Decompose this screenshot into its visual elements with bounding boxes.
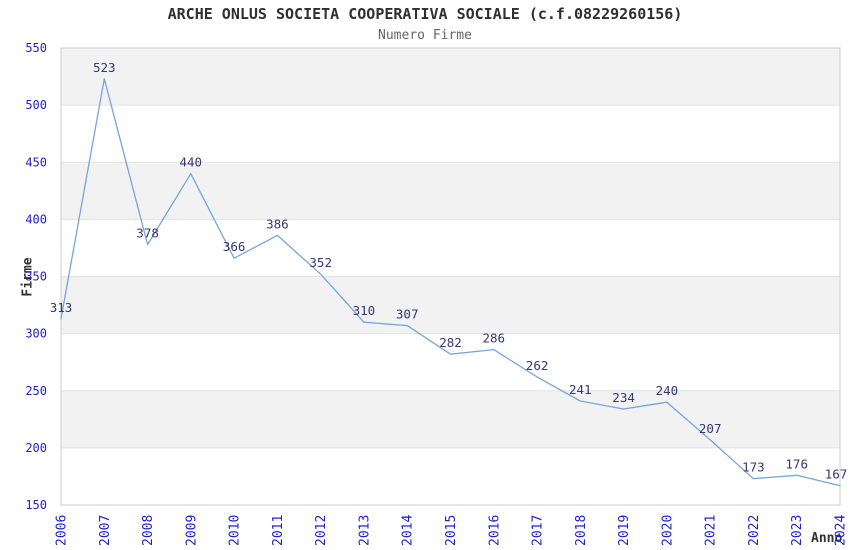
point-label: 282: [439, 335, 462, 350]
point-label: 366: [223, 239, 246, 254]
x-tick-label: 2011: [271, 515, 286, 546]
x-tick-label: 2013: [357, 515, 372, 546]
x-tick-label: 2017: [531, 515, 546, 546]
point-label: 240: [656, 383, 679, 398]
point-label: 386: [266, 216, 289, 231]
x-tick-label: 2006: [55, 515, 70, 546]
y-tick-label: 250: [25, 384, 47, 398]
plot-border: [60, 47, 841, 506]
x-tick-label: 2019: [617, 515, 632, 546]
point-label: 352: [309, 255, 332, 270]
point-label: 262: [526, 358, 549, 373]
point-label: 378: [136, 226, 159, 241]
data-line: [60, 78, 841, 487]
point-label: 307: [396, 307, 419, 322]
x-tick-label: 2007: [98, 515, 113, 546]
x-tick-label: 2015: [444, 515, 459, 546]
point-label: 523: [93, 60, 116, 75]
point-label: 207: [699, 421, 722, 436]
point-label: 173: [742, 460, 765, 475]
y-tick-label: 550: [25, 41, 47, 55]
plot-band: [61, 276, 840, 334]
point-label: 440: [180, 155, 203, 170]
x-tick-label: 2020: [660, 515, 675, 546]
y-tick-label: 200: [25, 441, 47, 455]
x-tick-label: 2021: [704, 515, 719, 546]
x-tick-label: 2023: [790, 515, 805, 546]
y-tick-label: 400: [25, 212, 47, 226]
y-tick-label: 150: [25, 498, 47, 512]
point-label: 286: [483, 331, 506, 346]
x-axis-title: Anno: [811, 531, 843, 546]
point-label: 167: [825, 467, 848, 482]
x-tick-label: 2022: [747, 515, 762, 546]
point-label: 241: [569, 382, 592, 397]
x-tick-label: 2010: [228, 515, 243, 546]
plot-band: [61, 162, 840, 220]
x-tick-label: 2008: [141, 515, 156, 546]
x-tick-label: 2018: [574, 515, 589, 546]
point-label: 234: [612, 390, 635, 405]
x-tick-label: 2024: [834, 515, 849, 546]
x-tick-label: 2014: [401, 515, 416, 546]
x-tick-label: 2016: [487, 515, 502, 546]
x-tick-label: 2009: [184, 515, 199, 546]
point-label: 313: [50, 300, 73, 315]
y-tick-label: 450: [25, 155, 47, 169]
point-label: 310: [353, 303, 376, 318]
y-tick-label: 350: [25, 270, 47, 284]
x-tick-label: 2012: [314, 515, 329, 546]
y-tick-label: 300: [25, 327, 47, 341]
chart-title: ARCHE ONLUS SOCIETA COOPERATIVA SOCIALE …: [167, 5, 683, 23]
plot-band: [61, 48, 840, 106]
y-tick-label: 500: [25, 98, 47, 112]
chart-subtitle: Numero Firme: [378, 28, 472, 43]
point-label: 176: [785, 456, 808, 471]
plot-band: [61, 390, 840, 448]
